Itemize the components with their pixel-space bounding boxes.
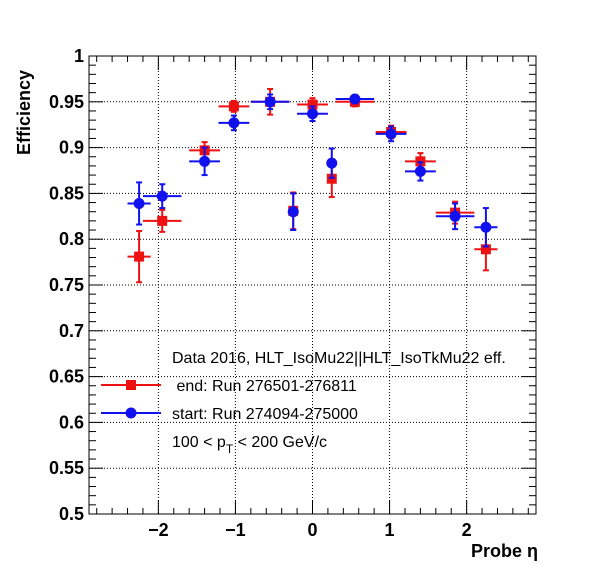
x-tick-label: −2 bbox=[148, 520, 169, 540]
legend-marker-end bbox=[126, 380, 136, 390]
data-point-square bbox=[307, 99, 318, 110]
grid-lines bbox=[89, 56, 536, 514]
data-point-square bbox=[157, 215, 168, 226]
x-axis-title: Probe η bbox=[471, 541, 538, 561]
legend-note-suffix: < 200 GeV/c bbox=[233, 434, 327, 451]
y-tick-label: 0.5 bbox=[59, 504, 84, 524]
data-point-circle bbox=[264, 96, 276, 108]
y-axis-title: Efficiency bbox=[14, 70, 34, 155]
y-tick-label: 0.9 bbox=[59, 138, 84, 158]
y-tick-label: 1 bbox=[74, 46, 84, 66]
data-point-circle bbox=[199, 155, 211, 167]
y-tick-label: 0.85 bbox=[49, 183, 84, 203]
legend-entry-start: start: Run 274094-275000 bbox=[101, 406, 358, 423]
legend-header: Data 2016, HLT_IsoMu22||HLT_IsoTkMu22 ef… bbox=[172, 350, 506, 367]
legend-note-prefix: 100 < p bbox=[172, 434, 226, 451]
legend-entry-end: end: Run 276501-276811 bbox=[101, 378, 357, 395]
legend: Data 2016, HLT_IsoMu22||HLT_IsoTkMu22 ef… bbox=[101, 350, 506, 456]
tick-labels: −2 −1 0 1 2 0.5 0.55 0.6 0.65 0.7 0.75 0.8 0.85 0.9 0.… bbox=[49, 46, 472, 540]
axis-ticks bbox=[89, 55, 536, 515]
x-tick-label: 2 bbox=[462, 520, 472, 540]
data-point-square bbox=[228, 101, 239, 112]
legend-label-end: end: Run 276501-276811 bbox=[172, 378, 357, 395]
data-point-circle bbox=[349, 93, 361, 105]
data-point-circle bbox=[307, 108, 318, 120]
data-point-circle bbox=[414, 165, 426, 177]
x-tick-label: 1 bbox=[385, 520, 395, 540]
y-tick-label: 0.6 bbox=[59, 412, 84, 432]
data-point-circle bbox=[385, 128, 397, 140]
data-series bbox=[127, 87, 498, 284]
y-tick-label: 0.7 bbox=[59, 321, 84, 341]
legend-note: 100 < pT < 200 GeV/c bbox=[172, 434, 327, 456]
data-point-circle bbox=[287, 206, 299, 218]
x-tick-label: −1 bbox=[225, 520, 246, 540]
data-point-circle bbox=[326, 157, 338, 169]
data-point-circle bbox=[228, 117, 240, 129]
data-point-circle bbox=[133, 197, 145, 209]
y-tick-label: 0.75 bbox=[49, 275, 84, 295]
y-tick-label: 0.65 bbox=[49, 367, 84, 387]
y-tick-label: 0.95 bbox=[49, 92, 84, 112]
data-point-circle bbox=[449, 210, 461, 222]
y-tick-label: 0.55 bbox=[49, 458, 84, 478]
legend-marker-start bbox=[125, 407, 137, 419]
x-tick-label: 0 bbox=[307, 520, 317, 540]
plot-frame bbox=[88, 55, 537, 515]
y-tick-label: 0.8 bbox=[59, 229, 84, 249]
legend-label-start: start: Run 274094-275000 bbox=[172, 406, 358, 423]
data-point-square bbox=[480, 244, 491, 255]
data-point-square bbox=[134, 251, 145, 262]
data-point-circle bbox=[480, 221, 492, 233]
data-point-circle bbox=[156, 190, 168, 202]
series-start-run bbox=[127, 93, 498, 248]
legend-note-sub: T bbox=[226, 442, 234, 456]
